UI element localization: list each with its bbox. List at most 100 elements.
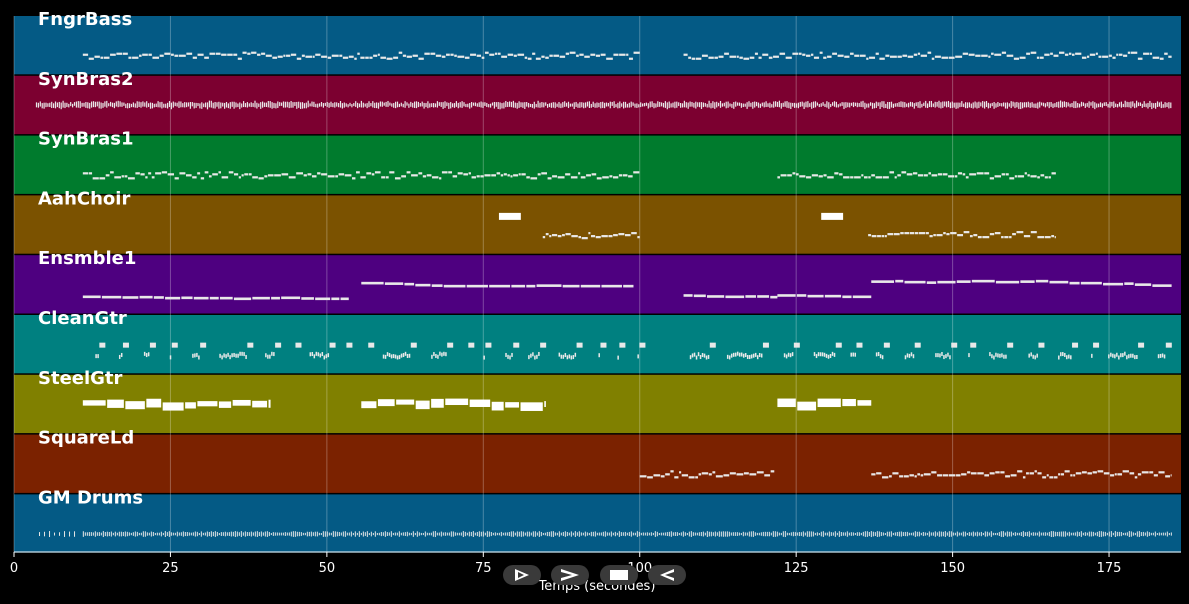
note — [212, 173, 218, 176]
note — [503, 102, 505, 109]
note — [1062, 352, 1064, 357]
note — [423, 102, 425, 109]
note — [382, 532, 384, 536]
note — [286, 54, 291, 57]
note — [1046, 532, 1048, 536]
note — [193, 296, 209, 300]
note — [338, 103, 340, 108]
note — [664, 532, 666, 536]
note — [384, 282, 404, 285]
note — [151, 102, 154, 109]
note — [281, 173, 289, 176]
note — [628, 57, 633, 60]
note — [1052, 103, 1054, 109]
note — [1056, 102, 1058, 108]
note — [472, 102, 475, 106]
note — [756, 101, 758, 107]
note — [1032, 532, 1034, 536]
note — [149, 342, 156, 348]
note — [1024, 172, 1027, 175]
note — [917, 52, 921, 55]
note — [877, 235, 881, 238]
note — [499, 102, 501, 110]
note — [302, 532, 304, 536]
note — [488, 104, 490, 108]
note — [802, 53, 806, 56]
note — [610, 531, 612, 537]
note — [1029, 472, 1034, 475]
note — [1108, 54, 1112, 57]
note — [324, 531, 326, 537]
note — [974, 532, 976, 536]
note — [679, 471, 682, 474]
note — [856, 102, 858, 108]
note — [270, 533, 272, 536]
note — [1148, 532, 1150, 536]
note-segment — [871, 470, 1172, 479]
note — [548, 103, 551, 108]
note — [1117, 103, 1119, 108]
track-lane-aahchoir — [14, 195, 1181, 254]
note — [230, 531, 232, 537]
note — [1162, 532, 1164, 536]
note — [542, 236, 546, 239]
rewind-button[interactable] — [648, 565, 686, 585]
note — [201, 102, 203, 109]
note — [695, 101, 697, 109]
note — [926, 281, 937, 284]
play-button[interactable] — [503, 565, 541, 585]
note — [736, 532, 738, 536]
note — [845, 102, 847, 108]
note — [1001, 236, 1004, 239]
note — [396, 355, 399, 360]
note — [1062, 531, 1064, 537]
note — [381, 176, 386, 179]
note — [303, 174, 307, 177]
note — [126, 531, 128, 537]
note — [345, 103, 347, 107]
note — [503, 173, 507, 176]
note — [1036, 56, 1040, 59]
note — [762, 531, 764, 537]
note — [758, 56, 762, 59]
note — [470, 531, 472, 537]
note — [1068, 531, 1070, 537]
note — [306, 531, 308, 537]
note — [578, 531, 580, 537]
note — [464, 531, 466, 537]
note — [861, 174, 864, 177]
note — [140, 532, 142, 536]
forward-button[interactable] — [551, 565, 589, 585]
stop-button[interactable] — [600, 565, 638, 585]
note — [315, 351, 318, 356]
note — [959, 102, 961, 108]
note — [813, 56, 820, 59]
note — [1097, 470, 1104, 473]
note — [734, 352, 737, 357]
note — [392, 354, 395, 359]
note — [881, 355, 884, 360]
note — [332, 103, 334, 108]
note — [899, 475, 904, 478]
note — [718, 531, 720, 537]
note — [241, 103, 243, 108]
note — [178, 532, 180, 536]
note — [699, 355, 702, 360]
note — [69, 531, 71, 537]
note — [813, 352, 816, 357]
note — [354, 531, 356, 537]
note — [1159, 57, 1164, 60]
note — [875, 52, 879, 55]
track-label-squareld: SquareLd — [38, 428, 134, 449]
note — [728, 531, 730, 537]
note — [916, 531, 918, 537]
note — [146, 532, 148, 536]
note — [342, 531, 344, 537]
note — [1076, 531, 1078, 537]
note — [726, 531, 728, 537]
note — [426, 174, 432, 177]
note — [74, 531, 76, 537]
note — [544, 532, 546, 536]
note — [1156, 101, 1159, 108]
note — [904, 102, 906, 108]
